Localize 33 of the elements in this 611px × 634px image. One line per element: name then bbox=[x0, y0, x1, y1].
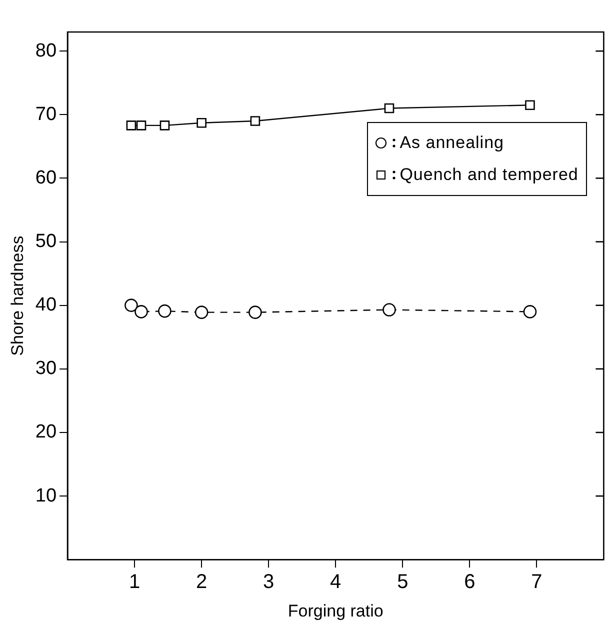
point bbox=[126, 120, 136, 130]
legend-label: As annealing bbox=[400, 133, 504, 153]
y-tick-label: 10 bbox=[35, 485, 57, 506]
point bbox=[134, 305, 148, 318]
point bbox=[196, 118, 206, 128]
point bbox=[194, 306, 208, 319]
y-axis-title: Shore hardness bbox=[8, 236, 27, 356]
x-tick-label: 6 bbox=[464, 571, 476, 594]
point bbox=[158, 304, 172, 318]
x-tick-label: 4 bbox=[330, 571, 342, 594]
y-tick-label: 80 bbox=[35, 40, 57, 62]
y-tick-label: 20 bbox=[35, 422, 57, 443]
legend-label: Quench and tempered bbox=[400, 165, 578, 185]
point bbox=[250, 116, 260, 126]
y-tick-label: 40 bbox=[35, 294, 57, 316]
point bbox=[525, 100, 535, 110]
point bbox=[136, 120, 146, 130]
y-tick-label: 60 bbox=[35, 167, 57, 188]
y-tick-label: 50 bbox=[35, 231, 57, 252]
x-tick-label: 5 bbox=[397, 571, 408, 594]
point bbox=[382, 303, 396, 316]
point bbox=[248, 306, 262, 319]
x-tick-label: 1 bbox=[128, 571, 140, 594]
y-tick-label: 30 bbox=[35, 358, 57, 380]
point bbox=[160, 120, 170, 130]
y-tick-label: 70 bbox=[35, 104, 57, 125]
x-tick-label: 2 bbox=[196, 571, 208, 594]
x-axis-title: Forging ratio bbox=[288, 601, 384, 620]
point bbox=[124, 298, 138, 312]
x-tick-label: 3 bbox=[263, 571, 274, 594]
point bbox=[384, 103, 394, 114]
x-tick-label: 7 bbox=[531, 571, 542, 594]
point bbox=[523, 305, 537, 318]
